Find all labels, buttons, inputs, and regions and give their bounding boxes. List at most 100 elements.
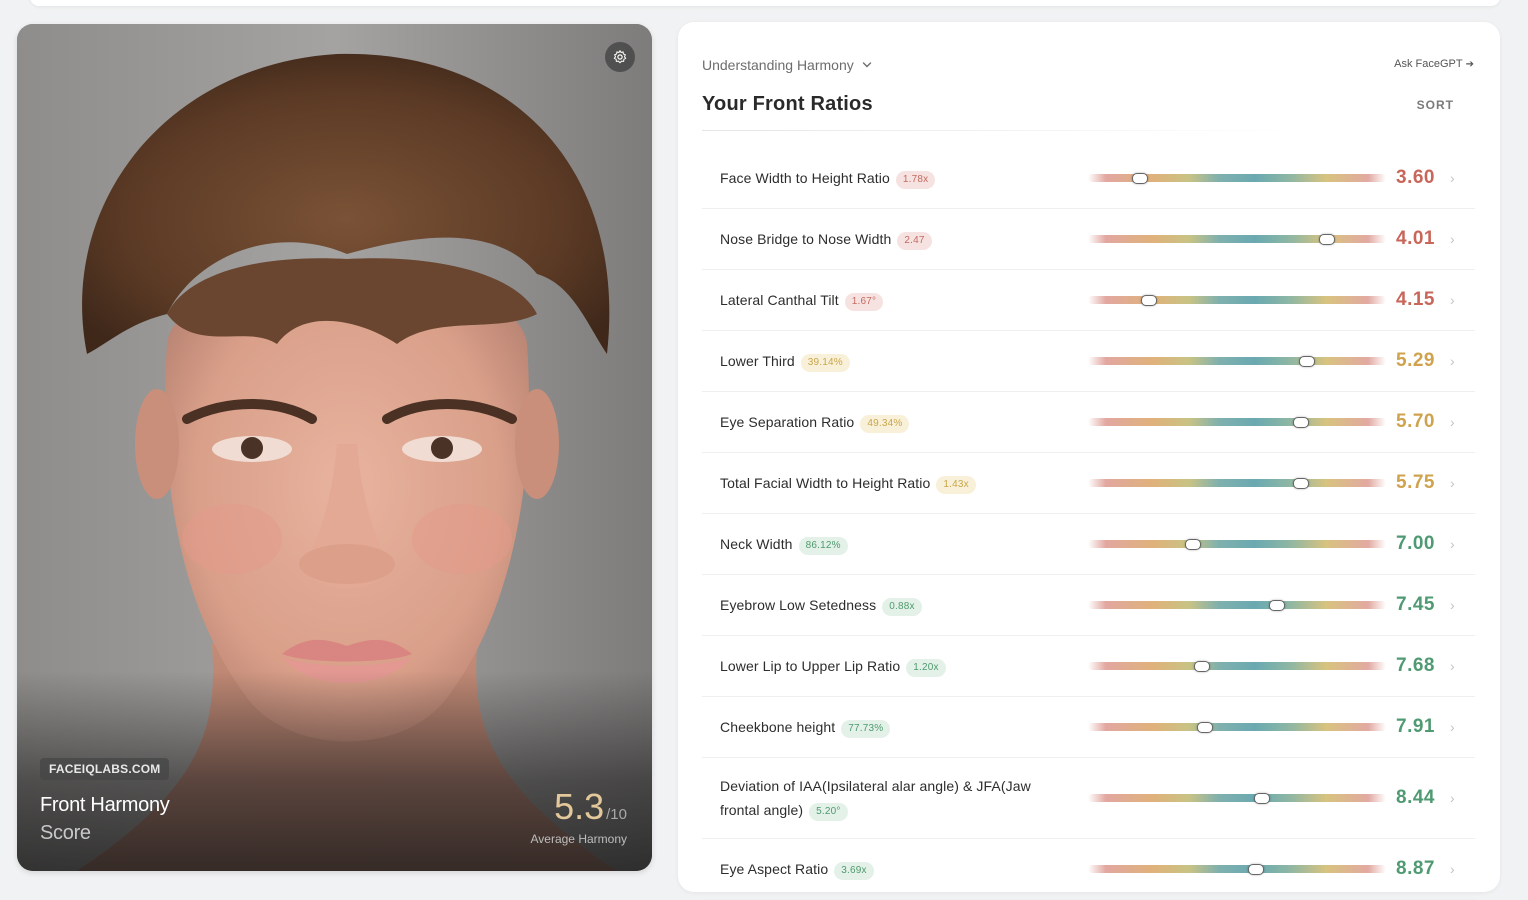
ratio-value-badge: 3.69x (834, 862, 874, 880)
ratio-name: Deviation of IAA(Ipsilateral alar angle)… (720, 778, 1031, 818)
ratio-range-bar (1088, 172, 1386, 184)
ratio-row[interactable]: Lateral Canthal Tilt 1.67° 4.15 › (702, 270, 1475, 331)
settings-button[interactable] (605, 42, 635, 72)
chevron-right-icon: › (1450, 719, 1455, 735)
ratio-label: Face Width to Height Ratio 1.78x (720, 166, 1070, 190)
ratio-value-badge: 49.34% (860, 415, 910, 433)
harmony-score: 5.3/10 (554, 786, 627, 828)
chevron-right-icon: › (1450, 292, 1455, 308)
ratio-label: Eyebrow Low Setedness 0.88x (720, 593, 1070, 617)
front-harmony-title: Front Harmony (40, 794, 170, 816)
ratio-score: 3.60 (1396, 167, 1435, 188)
ratio-name: Face Width to Height Ratio (720, 170, 890, 186)
ratio-score: 4.15 (1396, 289, 1435, 310)
ratio-list: Face Width to Height Ratio 1.78x 3.60 › Nose… (702, 148, 1475, 900)
page-title: Your Front Ratios (702, 93, 873, 115)
chevron-down-icon (862, 62, 871, 68)
ratio-value-badge: 2.47 (897, 232, 932, 250)
site-badge: FACEIQLABS.COM (40, 758, 170, 780)
ratio-score: 8.87 (1396, 858, 1435, 879)
ratio-score: 5.75 (1396, 472, 1435, 493)
ratio-range-bar (1088, 294, 1386, 306)
ratio-row[interactable]: Total Facial Width to Height Ratio 1.43x 5… (702, 453, 1475, 514)
ratio-label: Deviation of IAA(Ipsilateral alar angle)… (720, 774, 1070, 822)
ratio-range-bar (1088, 538, 1386, 550)
ask-facegpt-link[interactable]: Ask FaceGPT ➔ (1394, 58, 1474, 70)
ratio-row[interactable]: Face Width to Height Ratio 1.78x 3.60 › (702, 148, 1475, 209)
ratio-range-bar (1088, 792, 1386, 804)
ratio-value-badge: 39.14% (800, 354, 850, 372)
ratio-name: Neck Width (720, 536, 793, 552)
ratio-value-badge: 1.20x (906, 659, 946, 677)
ratio-range-bar (1088, 233, 1386, 245)
ratio-row[interactable]: Neck Width 86.12% 7.00 › (702, 514, 1475, 575)
ratio-range-marker (1268, 599, 1285, 611)
ratio-score: 7.45 (1396, 594, 1435, 615)
ratio-range-marker (1298, 355, 1315, 367)
chevron-right-icon: › (1450, 475, 1455, 491)
ratio-value-badge: 1.43x (936, 476, 976, 494)
ratio-name: Eye Separation Ratio (720, 414, 855, 430)
ratio-range-marker (1197, 721, 1214, 733)
chevron-right-icon: › (1450, 414, 1455, 430)
ratio-range-marker (1319, 233, 1336, 245)
ratio-range-marker (1247, 863, 1264, 875)
ratio-range-marker (1131, 172, 1148, 184)
ratio-row[interactable]: Eye Aspect Ratio 3.69x 8.87 › (702, 839, 1475, 900)
ratio-label: Eye Separation Ratio 49.34% (720, 410, 1070, 434)
ratio-label: Lateral Canthal Tilt 1.67° (720, 288, 1070, 312)
title-divider (702, 130, 1314, 131)
ratio-label: Lower Third 39.14% (720, 349, 1070, 373)
ratio-name: Eyebrow Low Setedness (720, 597, 877, 613)
ratio-label: Lower Lip to Upper Lip Ratio 1.20x (720, 654, 1070, 678)
harmony-score-caption: Average Harmony (530, 832, 628, 846)
ratio-row[interactable]: Cheekbone height 77.73% 7.91 › (702, 697, 1475, 758)
ratio-name: Total Facial Width to Height Ratio (720, 475, 931, 491)
ratio-score: 5.29 (1396, 350, 1435, 371)
ratio-row[interactable]: Eyebrow Low Setedness 0.88x 7.45 › (702, 575, 1475, 636)
ratio-score: 7.91 (1396, 716, 1435, 737)
ratio-row[interactable]: Nose Bridge to Nose Width 2.47 4.01 › (702, 209, 1475, 270)
ratio-row[interactable]: Lower Lip to Upper Lip Ratio 1.20x 7.68 › (702, 636, 1475, 697)
ask-facegpt-label: Ask FaceGPT (1394, 58, 1463, 70)
ratio-range-marker (1253, 792, 1270, 804)
ratio-label: Total Facial Width to Height Ratio 1.43x (720, 471, 1070, 495)
front-ratios-panel: Understanding Harmony Ask FaceGPT ➔ Your… (678, 22, 1500, 900)
ratio-range-bar (1088, 599, 1386, 611)
chevron-right-icon: › (1450, 790, 1455, 806)
chevron-right-icon: › (1450, 658, 1455, 674)
ratio-name: Lateral Canthal Tilt (720, 292, 839, 308)
understanding-harmony-label: Understanding Harmony (702, 57, 854, 73)
sort-button[interactable]: SORT (1416, 98, 1454, 112)
ratio-range-marker (1292, 477, 1309, 489)
chevron-right-icon: › (1450, 536, 1455, 552)
ratio-name: Eye Aspect Ratio (720, 861, 829, 877)
face-photo (17, 24, 652, 871)
chevron-right-icon: › (1450, 353, 1455, 369)
ratio-value-badge: 77.73% (841, 720, 891, 738)
ratio-score: 8.44 (1396, 787, 1435, 808)
ratio-score: 4.01 (1396, 228, 1435, 249)
chevron-right-icon: › (1450, 861, 1455, 877)
chevron-right-icon: › (1450, 231, 1455, 247)
ratio-value-badge: 5.20° (809, 803, 848, 821)
understanding-harmony-dropdown[interactable]: Understanding Harmony (702, 57, 872, 73)
harmony-score-value: 5.3 (554, 786, 605, 827)
ratio-label: Nose Bridge to Nose Width 2.47 (720, 227, 1070, 251)
ratio-row[interactable]: Lower Third 39.14% 5.29 › (702, 331, 1475, 392)
ratio-label: Neck Width 86.12% (720, 532, 1070, 556)
ratio-range-bar (1088, 355, 1386, 367)
ratio-range-marker (1185, 538, 1202, 550)
ratio-range-bar (1088, 721, 1386, 733)
ratio-score: 7.00 (1396, 533, 1435, 554)
ratio-name: Lower Lip to Upper Lip Ratio (720, 658, 901, 674)
ratio-row[interactable]: Eye Separation Ratio 49.34% 5.70 › (702, 392, 1475, 453)
ratio-label: Eye Aspect Ratio 3.69x (720, 857, 1070, 881)
ratio-name: Cheekbone height (720, 719, 836, 735)
top-bar (30, 0, 1500, 6)
ratio-name: Nose Bridge to Nose Width (720, 231, 892, 247)
arrow-right-icon: ➔ (1465, 58, 1474, 70)
ratio-range-bar (1088, 416, 1386, 428)
ratio-name: Lower Third (720, 353, 795, 369)
ratio-row[interactable]: Deviation of IAA(Ipsilateral alar angle)… (702, 758, 1475, 839)
